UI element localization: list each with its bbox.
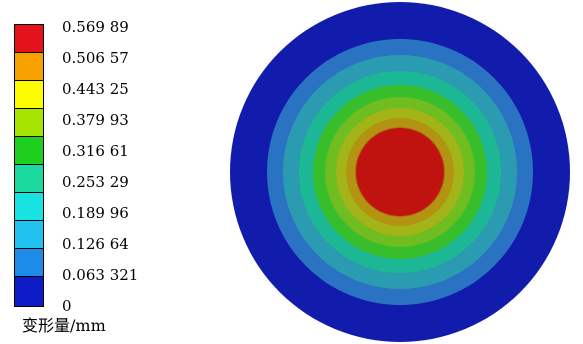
deformation-contour-plot <box>230 2 570 342</box>
legend-tick-10: 0 <box>62 297 72 315</box>
legend-tick-2: 0.506 57 <box>62 49 129 67</box>
legend-tick-8: 0.126 64 <box>62 235 129 253</box>
legend-swatch <box>14 108 44 139</box>
legend-unit-label: 变形量/mm <box>22 316 106 335</box>
legend-tick-9: 0.063 321 <box>62 266 139 284</box>
legend-tick-6: 0.253 29 <box>62 173 129 191</box>
legend-tick-3: 0.443 25 <box>62 80 129 98</box>
legend-tick-7: 0.189 96 <box>62 204 129 222</box>
legend-swatch <box>14 80 44 111</box>
legend-tick-1: 0.569 89 <box>62 18 129 36</box>
legend-swatch <box>14 220 44 251</box>
contour-ring <box>356 128 444 216</box>
legend-swatch <box>14 248 44 279</box>
legend-tick-4: 0.379 93 <box>62 111 129 129</box>
legend-tick-5: 0.316 61 <box>62 142 129 160</box>
legend-swatch <box>14 136 44 167</box>
color-legend <box>14 24 48 307</box>
legend-swatch <box>14 164 44 195</box>
legend-swatch <box>14 276 44 307</box>
legend-swatch <box>14 24 44 55</box>
legend-swatch <box>14 52 44 83</box>
legend-swatch <box>14 192 44 223</box>
